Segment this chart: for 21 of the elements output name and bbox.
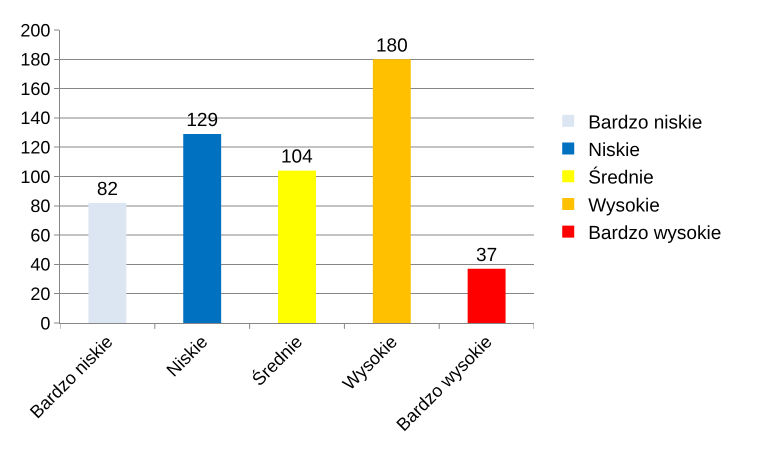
legend-label: Bardzo wysokie: [588, 223, 722, 244]
y-tick-label: 0: [40, 313, 50, 334]
legend-label: Średnie: [588, 166, 654, 189]
y-tick-label: 160: [20, 78, 50, 99]
data-label: 104: [280, 146, 314, 168]
legend-label: Wysokie: [588, 195, 660, 216]
y-tick-label: 100: [20, 166, 50, 187]
y-tick-label: 40: [30, 254, 50, 275]
y-tick-label: 20: [30, 284, 50, 304]
y-tick-label: 120: [20, 138, 50, 158]
data-label: 180: [376, 35, 408, 56]
y-tick-label: 200: [20, 20, 50, 40]
y-tick-label: 180: [20, 50, 50, 70]
data-label: 37: [476, 244, 498, 266]
data-label: 82: [96, 178, 118, 200]
y-tick-label: 140: [20, 108, 50, 128]
y-tick-label: 80: [30, 196, 50, 216]
legend-label: Bardzo niskie: [588, 112, 702, 134]
data-label: 129: [186, 110, 218, 132]
legend-label: Niskie: [588, 140, 640, 161]
y-tick-label: 60: [30, 225, 50, 246]
